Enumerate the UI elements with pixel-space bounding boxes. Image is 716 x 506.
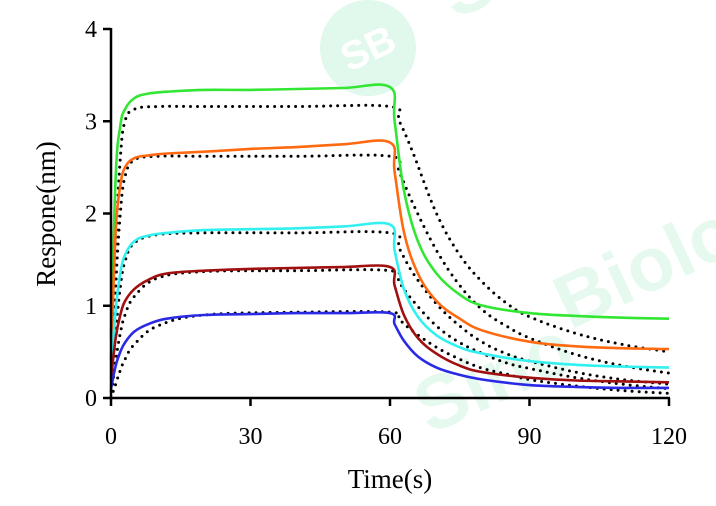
y-tick-label-2: 2 [85, 202, 97, 228]
series-line-concentration-2-orange [109, 139, 670, 362]
series-line-concentration-5-blue [109, 310, 670, 390]
x-tick-label-0: 0 [105, 424, 117, 450]
x-tick-label-90: 90 [518, 424, 542, 450]
series-line-concentration-3-cyan [109, 221, 670, 371]
x-axis-title: Time(s) [348, 464, 433, 494]
y-tick-label-1: 1 [85, 294, 97, 320]
x-tick-label-60: 60 [378, 424, 402, 450]
watermark-word-2: Biological [541, 115, 716, 346]
series-line-concentration-1-green [109, 83, 670, 339]
fit-curve-5 [109, 309, 671, 400]
x-tick-label-30: 30 [239, 424, 263, 450]
watermark-badge [320, 0, 416, 96]
watermark-word-1: Sino [426, 0, 611, 35]
y-tick-label-0: 0 [85, 386, 97, 412]
y-tick-label-4: 4 [85, 17, 97, 43]
watermark-word-1-lower: Sino [401, 304, 586, 451]
series-line-concentration-4-dark-red [109, 264, 670, 384]
fit-curve-4 [109, 268, 671, 400]
ticks: 0 1 2 3 4 0 30 60 90 120 [85, 17, 687, 450]
y-axis-title: Respone(nm) [31, 141, 61, 286]
response-curves [109, 83, 670, 390]
x-tick-label-120: 120 [651, 424, 687, 450]
fit-curve-2 [109, 153, 671, 400]
y-tick-label-3: 3 [85, 109, 97, 135]
